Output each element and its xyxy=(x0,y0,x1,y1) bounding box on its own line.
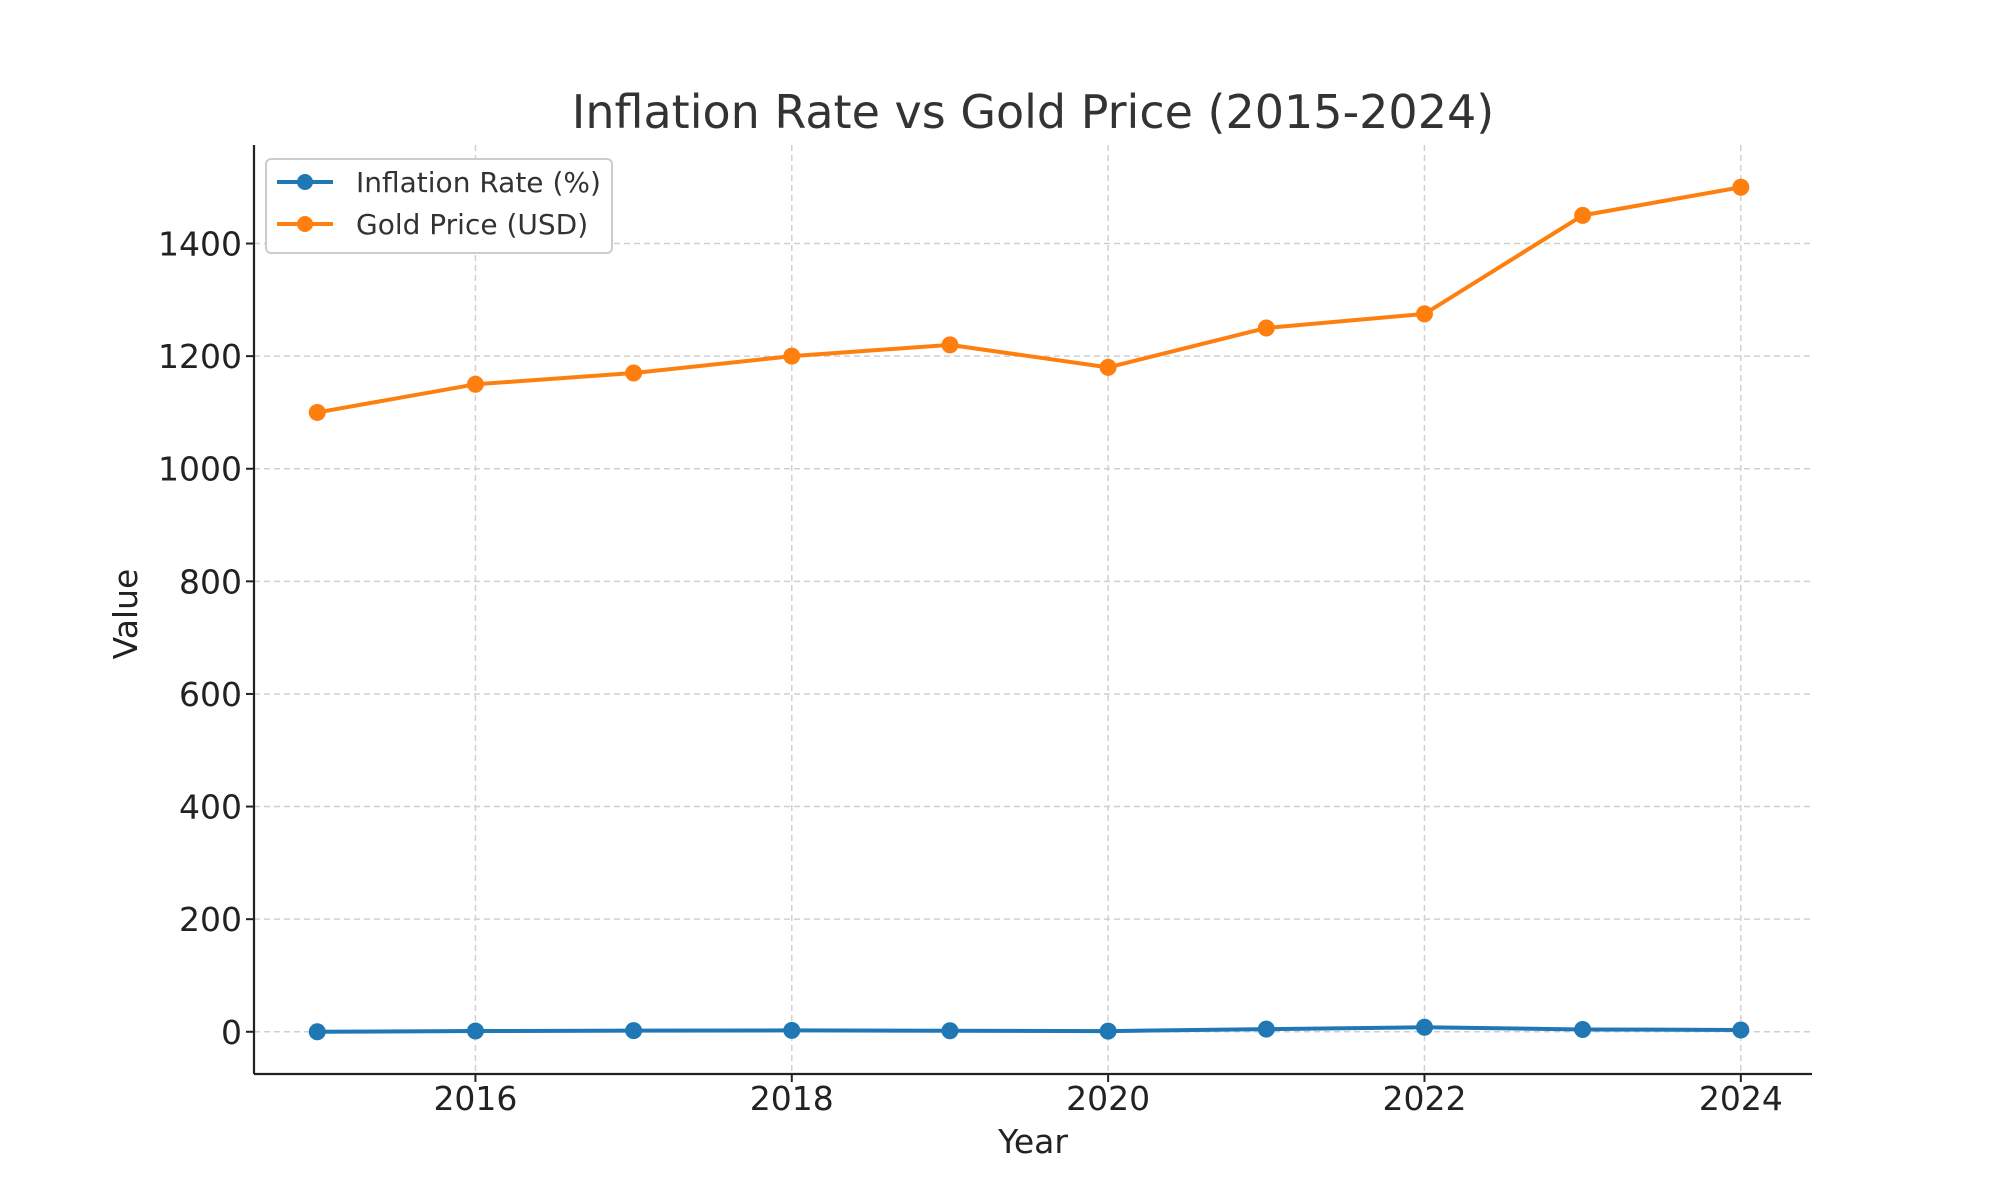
series-inflation-rate xyxy=(308,1018,1750,1041)
x-tick-label: 2020 xyxy=(1066,1079,1150,1118)
data-point-inflation-rate xyxy=(1732,1021,1750,1039)
x-tick-label: 2022 xyxy=(1382,1079,1466,1118)
y-tick-label: 600 xyxy=(179,675,242,714)
legend: Inflation Rate (%) Gold Price (USD) xyxy=(265,158,613,254)
data-point-gold-price-usd xyxy=(1732,178,1750,196)
legend-label-inflation-rate: Inflation Rate (%) xyxy=(356,166,601,199)
y-tick-label: 400 xyxy=(179,788,242,827)
ticks-layer: 2016 2018 2020 2022 2024 0 200 400 600 800 1000 120… xyxy=(158,225,1783,1118)
y-tick-label: 1000 xyxy=(158,450,242,489)
data-point-gold-price-usd xyxy=(1257,319,1275,337)
legend-item-inflation-rate: Inflation Rate (%) xyxy=(277,166,601,199)
legend-box xyxy=(265,158,613,254)
data-point-inflation-rate xyxy=(625,1022,643,1040)
x-tick-label: 2016 xyxy=(433,1079,517,1118)
data-point-inflation-rate xyxy=(941,1022,959,1040)
data-point-gold-price-usd xyxy=(1574,206,1592,224)
grid-layer xyxy=(254,145,1812,1074)
data-point-gold-price-usd xyxy=(1415,305,1433,323)
y-tick-label: 1200 xyxy=(158,337,242,376)
data-point-gold-price-usd xyxy=(308,403,326,421)
data-point-inflation-rate xyxy=(466,1022,484,1040)
data-point-gold-price-usd xyxy=(1099,358,1117,376)
legend-marker-gold-price xyxy=(297,216,313,232)
data-point-gold-price-usd xyxy=(466,375,484,393)
x-tick-label: 2018 xyxy=(750,1079,834,1118)
chart-title: Inflation Rate vs Gold Price (2015-2024) xyxy=(572,85,1494,139)
y-tick-label: 0 xyxy=(221,1013,242,1052)
legend-label-gold-price: Gold Price (USD) xyxy=(356,208,588,241)
data-point-inflation-rate xyxy=(1099,1022,1117,1040)
series-layer xyxy=(308,178,1750,1041)
data-point-gold-price-usd xyxy=(783,347,801,365)
series-line-inflation-rate xyxy=(315,1025,1743,1034)
data-point-inflation-rate xyxy=(1574,1020,1592,1038)
y-tick-label: 800 xyxy=(179,562,242,601)
legend-marker-inflation-rate xyxy=(297,174,313,190)
data-point-gold-price-usd xyxy=(625,364,643,382)
x-axis-label: Year xyxy=(997,1122,1068,1161)
y-tick-label: 200 xyxy=(179,900,242,939)
x-tick-label: 2024 xyxy=(1699,1079,1783,1118)
data-point-inflation-rate xyxy=(1257,1020,1275,1038)
data-point-inflation-rate xyxy=(1415,1018,1433,1036)
series-gold-price-usd xyxy=(308,178,1750,421)
y-tick-label: 1400 xyxy=(158,225,242,264)
data-point-gold-price-usd xyxy=(941,336,959,354)
data-point-inflation-rate xyxy=(308,1023,326,1041)
axes-layer xyxy=(252,145,1812,1076)
data-point-inflation-rate xyxy=(783,1021,801,1039)
y-axis-label: Value xyxy=(106,569,145,660)
legend-item-gold-price: Gold Price (USD) xyxy=(277,208,588,241)
series-line-gold-price-usd xyxy=(315,185,1743,415)
